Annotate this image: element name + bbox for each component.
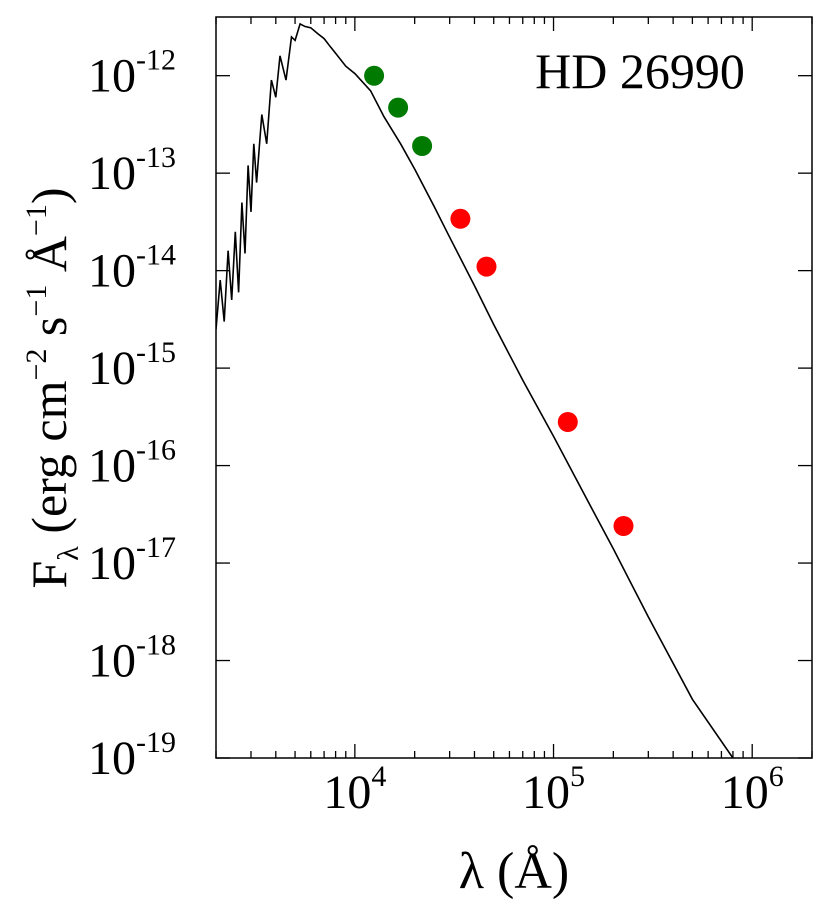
- x-tick-label: 106: [721, 760, 784, 819]
- y-axis-label: Fλ (erg cm−2 s−1 Å−1): [20, 187, 85, 588]
- axis-ticks-layer: [215, 17, 813, 759]
- y-tick-label: 10-17: [88, 531, 176, 590]
- x-tick-label: 104: [323, 760, 386, 819]
- tick-labels-layer: 104 105 106 10-12 10-13 10-14 10-15 10-16 10-17 1…: [88, 44, 784, 819]
- red-point-1: [450, 208, 471, 229]
- x-axis-label: λ (Å): [459, 843, 569, 900]
- green-point-2: [388, 97, 409, 118]
- red-point-2: [476, 256, 497, 277]
- x-tick-label: 105: [522, 760, 585, 819]
- model-spectrum-layer: [216, 22, 734, 758]
- chart-title: HD 26990: [535, 43, 745, 99]
- red-point-4: [613, 516, 634, 536]
- y-tick-label: 10-12: [88, 44, 176, 103]
- green-point-1: [364, 65, 385, 86]
- svg-text:Fλ (erg cm−2 s−1 Å−1): Fλ (erg cm−2 s−1 Å−1): [20, 187, 85, 588]
- photometry-points-layer: [364, 65, 634, 536]
- y-tick-label: 10-16: [88, 434, 176, 493]
- y-tick-label: 10-19: [88, 726, 176, 785]
- y-tick-label: 10-15: [88, 336, 176, 395]
- model-spectrum-line: [216, 22, 734, 758]
- y-tick-label: 10-13: [88, 141, 176, 200]
- y-tick-label: 10-18: [88, 629, 176, 688]
- plot-frame: [215, 16, 813, 759]
- green-point-3: [412, 136, 433, 156]
- red-point-3: [557, 412, 578, 432]
- y-tick-label: 10-14: [88, 239, 176, 298]
